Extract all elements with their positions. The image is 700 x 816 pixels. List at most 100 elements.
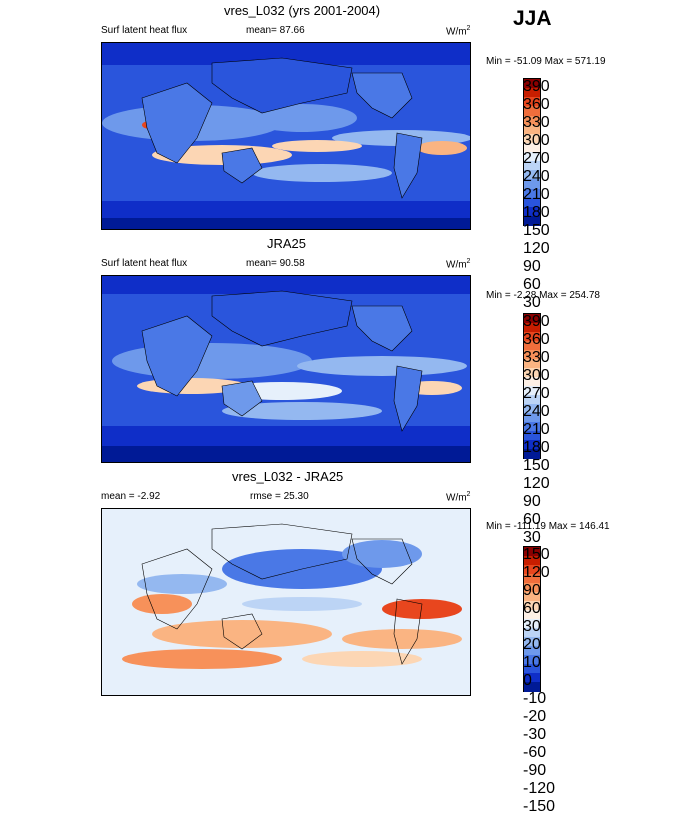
colorbar-swatch [524, 413, 540, 423]
colorbar-swatch [524, 574, 540, 584]
colorbar-swatch [524, 377, 540, 387]
colorbar-swatch [524, 592, 540, 602]
colorbar-swatch [524, 142, 540, 153]
colorbar-tick-label: -30 [523, 726, 547, 743]
colorbar-swatch [524, 359, 540, 369]
colorbar-swatch [524, 332, 540, 342]
colorbar-swatch [524, 628, 540, 638]
panel-1-map [101, 42, 471, 230]
colorbar-tick-label: -120 [523, 780, 556, 797]
panel-1-units: W/m2 [446, 25, 471, 38]
colorbar-tick-label: 120 [523, 564, 550, 581]
colorbar-tick-label: 150 [523, 546, 550, 563]
colorbar-tick-label: 30 [523, 618, 541, 635]
panel-2-title: JRA25 [267, 236, 307, 251]
colorbar-tick-label: 270 [523, 385, 550, 402]
panel-1-minmax: Min = -51.09 Max = 571.19 [486, 56, 606, 67]
colorbar-swatch [524, 422, 540, 432]
colorbar-swatch [524, 664, 540, 674]
panel-2-minmax: Min = -2.28 Max = 254.78 [486, 290, 600, 301]
colorbar-swatch [524, 368, 540, 378]
colorbar-swatch [524, 610, 540, 620]
panel-2-colorbar-ticks: 390360330300270240210180150120906030150 [523, 313, 583, 582]
colorbar-swatch [524, 404, 540, 414]
colorbar-swatch [524, 565, 540, 575]
colorbar-swatch [524, 79, 540, 89]
colorbar-swatch [524, 88, 540, 98]
colorbar-swatch [524, 341, 540, 351]
colorbar-swatch [524, 161, 540, 171]
colorbar-swatch [524, 673, 540, 683]
colorbar-swatch [524, 449, 540, 459]
colorbar-tick-label: 90 [523, 258, 541, 275]
panel-2-mean-label: mean= 90.58 [246, 258, 305, 269]
colorbar-tick-label: 0 [523, 672, 532, 689]
panel-1-variable-label: Surf latent heat flux [101, 25, 188, 36]
colorbar-tick-label: 210 [523, 421, 550, 438]
colorbar-swatch [524, 124, 540, 135]
colorbar-swatch [524, 395, 540, 405]
colorbar-tick-label: 300 [523, 132, 550, 149]
colorbar-tick-label: -60 [523, 744, 547, 761]
colorbar-tick-label: 330 [523, 114, 550, 131]
colorbar-swatch [524, 133, 540, 144]
panel-2-map [101, 275, 471, 463]
colorbar-swatch [524, 655, 540, 665]
colorbar-swatch [524, 556, 540, 566]
colorbar-tick-label: 60 [523, 511, 541, 528]
panel-2-variable-label: Surf latent heat flux [101, 258, 188, 269]
colorbar-swatch [524, 115, 540, 126]
colorbar-tick-label: 180 [523, 439, 550, 456]
colorbar-tick-label: 360 [523, 331, 550, 348]
colorbar-tick-label: 360 [523, 96, 550, 113]
colorbar-swatch [524, 179, 540, 189]
colorbar-swatch [524, 583, 540, 593]
colorbar-tick-label: 180 [523, 204, 550, 221]
colorbar-swatch [524, 619, 540, 629]
colorbar-tick-label: 390 [523, 313, 550, 330]
colorbar-tick-label: 330 [523, 349, 550, 366]
colorbar-swatch [524, 547, 540, 557]
colorbar-swatch [524, 188, 540, 199]
colorbar-tick-label: 120 [523, 475, 550, 492]
panel-3-colorbar-ticks: 150 120 90 60 30 20 10 0 -10 -20 -30 -60 -90 -120 -150 [523, 546, 583, 815]
colorbar-tick-label: 30 [523, 529, 541, 546]
colorbar-tick-label: 150 [523, 222, 550, 239]
colorbar-tick-label: 390 [523, 78, 550, 95]
colorbar-swatch [524, 350, 540, 360]
panel-3-rmse-label: rmse = 25.30 [250, 491, 309, 502]
colorbar-swatch [524, 97, 540, 107]
panel-2-colorbar [523, 313, 541, 459]
colorbar-tick-label: 60 [523, 276, 541, 293]
colorbar-tick-label: -90 [523, 762, 547, 779]
panel-1-colorbar-ticks: 390360330300270240210180150120906030150 [523, 78, 583, 347]
panel-3-title: vres_L032 - JRA25 [232, 469, 344, 484]
colorbar-swatch [524, 637, 540, 647]
colorbar-swatch [524, 440, 540, 450]
colorbar-tick-label: 240 [523, 168, 550, 185]
panel-1-title: vres_L032 (yrs 2001-2004) [224, 3, 381, 18]
panel-3-mean-label: mean = -2.92 [101, 491, 161, 502]
colorbar-tick-label: 90 [523, 493, 541, 510]
colorbar-tick-label: 150 [523, 457, 550, 474]
colorbar-swatch [524, 206, 540, 217]
colorbar-swatch [524, 106, 540, 116]
colorbar-tick-label: -150 [523, 798, 556, 815]
colorbar-tick-label: 240 [523, 403, 550, 420]
colorbar-swatch [524, 323, 540, 333]
panel-3-minmax: Min = -111.19 Max = 146.41 [486, 521, 610, 532]
colorbar-tick-label: 90 [523, 582, 541, 599]
colorbar-swatch [524, 431, 540, 441]
colorbar-tick-label: 20 [523, 636, 541, 653]
colorbar-tick-label: 30 [523, 294, 541, 311]
colorbar-tick-label: 210 [523, 186, 550, 203]
colorbar-swatch [524, 314, 540, 324]
season-label: JJA [513, 7, 552, 30]
colorbar-tick-label: 270 [523, 150, 550, 167]
colorbar-swatch [524, 197, 540, 208]
colorbar-swatch [524, 386, 540, 396]
panel-3-colorbar [523, 546, 541, 692]
colorbar-tick-label: 300 [523, 367, 550, 384]
colorbar-swatch [524, 601, 540, 611]
colorbar-swatch [524, 215, 540, 226]
